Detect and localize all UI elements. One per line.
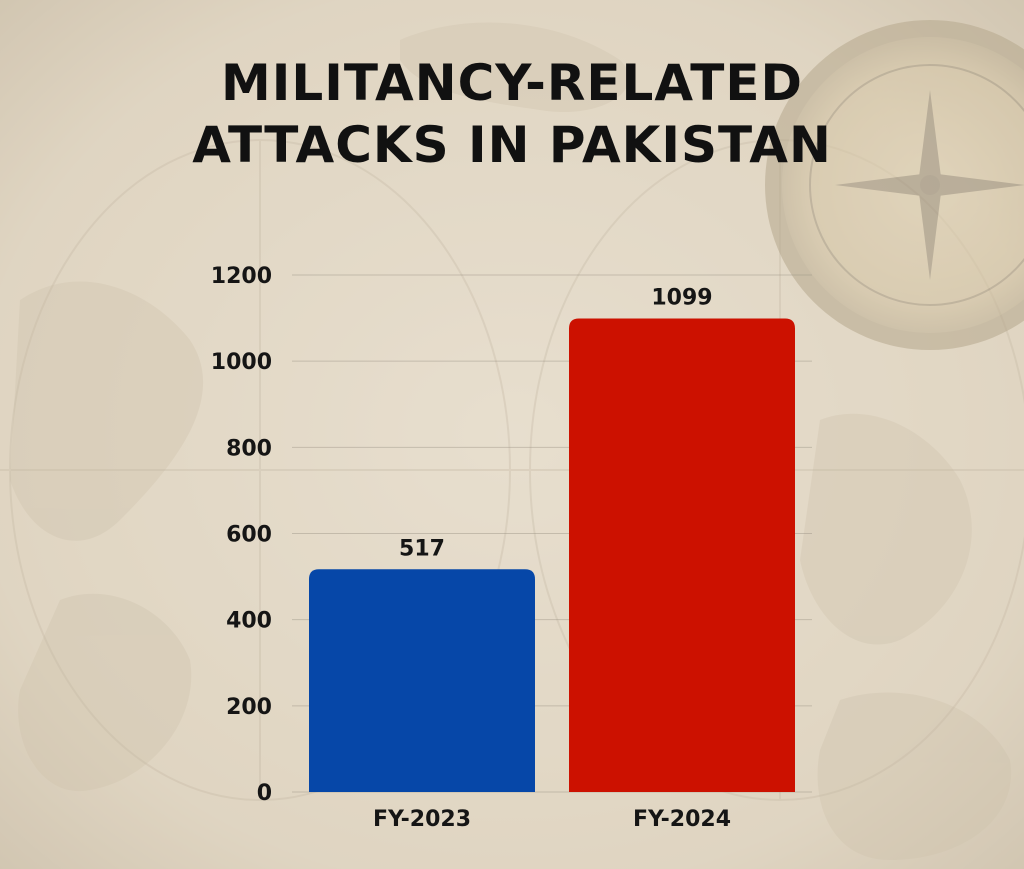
chart-title-line-2: ATTACKS IN PAKISTAN [192, 116, 832, 174]
y-tick-label: 200 [226, 695, 272, 720]
compass-icon [765, 20, 1024, 350]
y-tick-label: 1000 [211, 350, 272, 375]
y-tick-label: 600 [226, 523, 272, 548]
x-tick-label: FY-2024 [633, 807, 731, 832]
y-tick-label: 1200 [211, 264, 272, 289]
bar-fy-2023 [309, 569, 535, 792]
x-axis-ticks: FY-2023 FY-2024 [373, 807, 731, 832]
map-landmass-shapes [10, 22, 1012, 860]
data-labels: 517 1099 [399, 286, 713, 562]
y-tick-label: 0 [257, 781, 272, 806]
chart-title-line-1: MILITANCY-RELATED [221, 54, 803, 112]
y-tick-label: 400 [226, 609, 272, 634]
data-label-fy-2024: 1099 [651, 286, 712, 311]
y-axis-ticks: 0 200 400 600 800 1000 1200 [211, 264, 272, 806]
y-tick-label: 800 [226, 436, 272, 461]
bars [309, 318, 795, 792]
chart-title: MILITANCY-RELATED ATTACKS IN PAKISTAN [0, 52, 1024, 176]
bar-fy-2024 [569, 318, 795, 792]
data-label-fy-2023: 517 [399, 536, 445, 561]
x-tick-label: FY-2023 [373, 807, 471, 832]
